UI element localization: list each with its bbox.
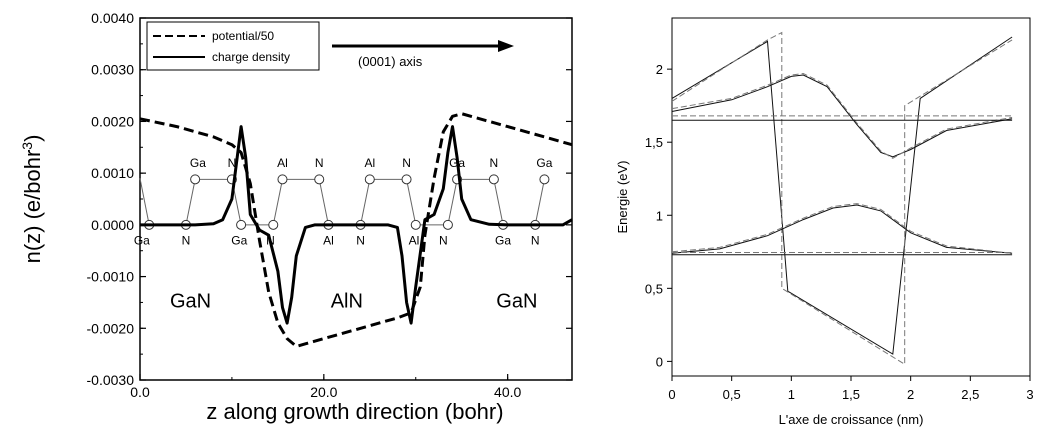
left-y-tick-label: 0.0030 — [91, 62, 134, 78]
right-x-tick-label: 1 — [788, 387, 795, 402]
atom-label: N — [315, 156, 324, 170]
atom-marker — [314, 174, 325, 185]
atom-bond — [534, 179, 545, 225]
atom-label: Ga — [536, 156, 552, 170]
atom-label: Al — [364, 156, 375, 170]
atom-label: N — [228, 156, 237, 170]
right-y-tick-label: 1 — [656, 208, 663, 223]
right-series-solid-line — [671, 204, 1013, 254]
left-x-tick-label: 20.0 — [310, 384, 337, 400]
right-series-solid-line — [671, 36, 1013, 355]
right-y-tick-label: 1,5 — [645, 135, 663, 150]
atom-label: Al — [409, 233, 420, 247]
right-x-axis-label: L'axe de croissance (nm) — [779, 412, 924, 427]
atom-marker — [364, 174, 375, 185]
atom-marker — [268, 219, 279, 230]
left-legend: potential/50 charge density — [146, 21, 320, 71]
right-y-axis-label: Energie (eV) — [615, 161, 630, 234]
atom-label: Ga — [190, 156, 206, 170]
left-y-tick-label: -0.0030 — [87, 372, 135, 388]
legend-entry-potential: potential/50 — [212, 29, 274, 43]
axis-annotation: (0001) axis — [358, 54, 423, 69]
left-x-axis-label: z along growth direction (bohr) — [206, 399, 503, 424]
left-y-axis-label-sup: 3 — [19, 142, 35, 150]
atom-marker — [190, 174, 201, 185]
atom-label: N — [490, 156, 499, 170]
arrow-head — [498, 40, 514, 52]
atom-label: N — [439, 233, 448, 247]
atom-bond — [360, 179, 371, 225]
right-series-dashed-line — [671, 203, 1013, 254]
atom-bond — [493, 179, 504, 225]
atom-marker — [539, 174, 550, 185]
atom-marker — [236, 219, 247, 230]
left-y-tick-label: 0.0000 — [91, 217, 134, 233]
atom-label: N — [356, 233, 365, 247]
legend-box — [146, 21, 320, 71]
right-plot-frame — [671, 17, 1031, 377]
atom-label: Ga — [134, 233, 150, 247]
left-chart: 0.0040 0.0030 0.0020 0.0010 0.0000 -0.0010 -0.… — [19, 10, 573, 424]
right-chart: 0 0,5 1 1,5 2 0 0,5 1 1,5 2 2,5 3 L'axe de croissa… — [615, 17, 1034, 427]
right-y-tick-label: 2 — [656, 62, 663, 77]
series-potential-line — [139, 112, 573, 348]
atom-label: Al — [277, 156, 288, 170]
atom-bond — [447, 179, 458, 225]
region-label: GaN — [170, 291, 211, 313]
atom-label: N — [182, 233, 191, 247]
left-y-tick-label: 0.0040 — [91, 10, 134, 26]
region-label: AlN — [331, 291, 363, 313]
atom-label: N — [531, 233, 540, 247]
left-y-tick-label: -0.0020 — [87, 320, 135, 336]
legend-entry-charge: charge density — [212, 50, 290, 64]
right-x-tick-label: 1,5 — [842, 387, 860, 402]
atom-bond — [185, 179, 196, 225]
series-charge-density-line — [140, 125, 573, 325]
left-y-tick-label: 0.0020 — [91, 113, 134, 129]
right-x-tick-label: 0 — [668, 387, 675, 402]
right-y-tick-label: 0 — [656, 354, 663, 369]
right-x-tick-label: 2,5 — [961, 387, 979, 402]
right-series-dashed-line — [671, 31, 1013, 366]
atom-label: Ga — [495, 233, 511, 247]
atom-marker — [442, 219, 453, 230]
left-y-axis-label-main: n(z) (e/bohr — [20, 150, 45, 264]
atom-marker — [488, 174, 499, 185]
left-x-tick-label: 0.0 — [130, 384, 150, 400]
right-series-solid-line — [671, 74, 1013, 158]
left-plot-frame — [139, 17, 573, 381]
left-y-axis-label: n(z) (e/bohr3) — [19, 135, 45, 264]
right-x-tick-label: 3 — [1026, 387, 1033, 402]
left-y-tick-label: 0.0010 — [91, 165, 134, 181]
right-y-tick-label: 0,5 — [645, 281, 663, 296]
right-x-tick-label: 0,5 — [723, 387, 741, 402]
left-y-axis-label-tail: ) — [20, 135, 45, 142]
right-x-tick-label: 2 — [907, 387, 914, 402]
atom-label: Ga — [231, 233, 247, 247]
atom-marker — [401, 174, 412, 185]
atom-bond — [272, 179, 283, 225]
left-x-tick-label: 40.0 — [494, 384, 521, 400]
atom-label: Al — [323, 233, 334, 247]
atom-bond — [318, 179, 329, 225]
atom-bond — [406, 179, 417, 225]
atom-label: N — [402, 156, 411, 170]
atom-marker — [277, 174, 288, 185]
atom-marker — [410, 219, 421, 230]
atom-bond — [139, 178, 150, 225]
growth-axis-arrow: (0001) axis — [332, 40, 514, 69]
right-series-dashed-line — [671, 72, 1013, 159]
left-y-tick-label: -0.0010 — [87, 269, 135, 285]
region-label: GaN — [496, 291, 537, 313]
